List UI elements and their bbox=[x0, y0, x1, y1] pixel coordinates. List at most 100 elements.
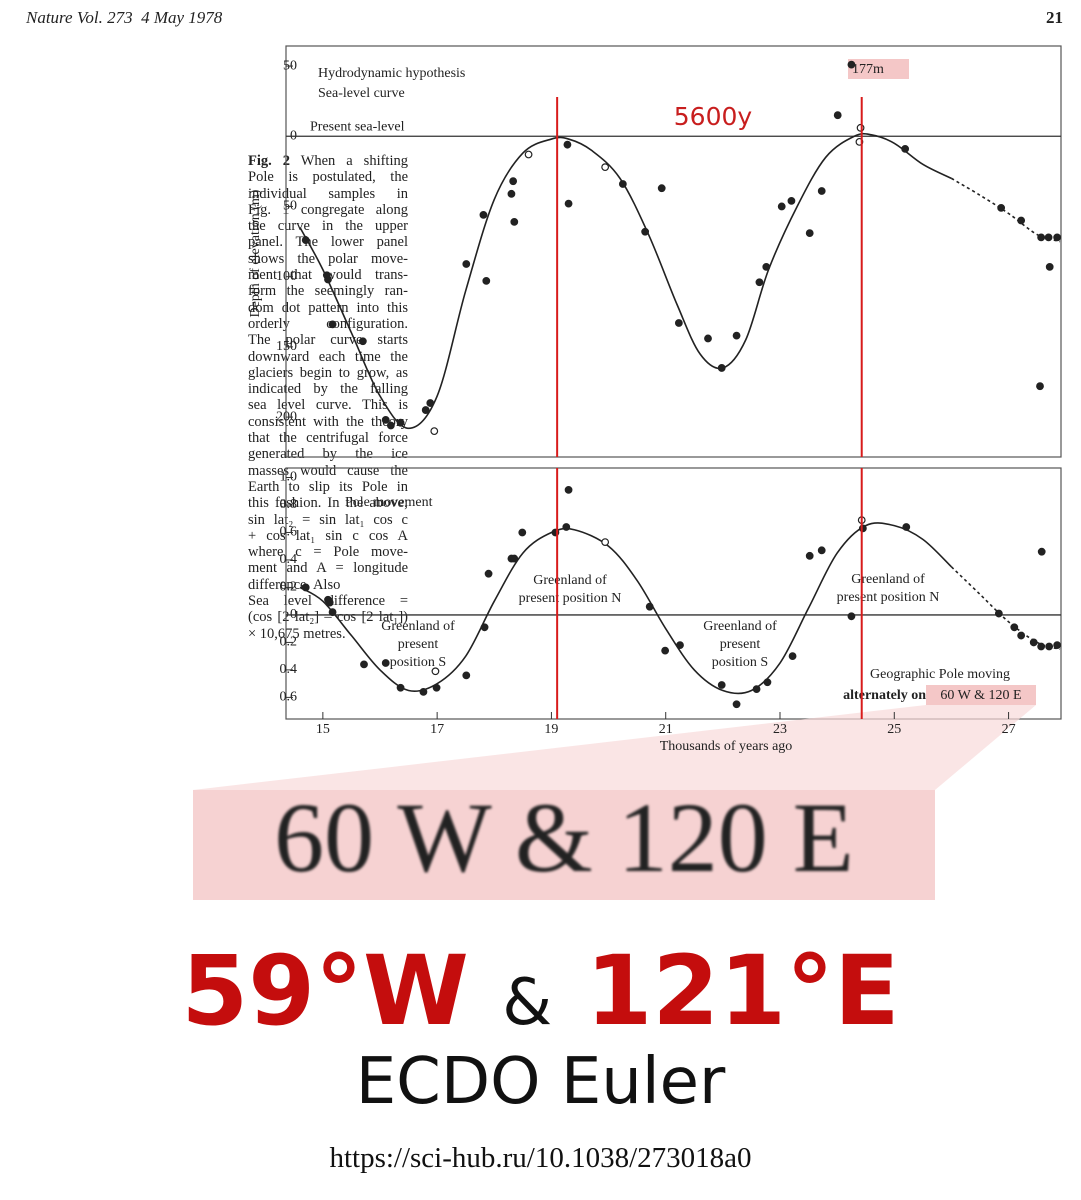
caption-line: masses would cause the bbox=[248, 462, 408, 479]
data-point bbox=[704, 334, 712, 343]
x-tick-label: 27 bbox=[1002, 722, 1016, 737]
zoom-connector bbox=[193, 705, 1036, 790]
annotation: Greenland of present position N bbox=[519, 573, 622, 606]
data-point bbox=[847, 60, 856, 69]
data-point bbox=[994, 609, 1003, 618]
caption-text: When a shifting bbox=[300, 153, 408, 169]
caption-line: downward each time the bbox=[248, 348, 408, 365]
curve bbox=[950, 566, 1061, 651]
data-point bbox=[524, 150, 533, 159]
caption-label: Fig. 2 bbox=[248, 153, 290, 169]
data-point bbox=[674, 319, 683, 327]
annotation: 60 W & 120 E bbox=[940, 688, 1021, 703]
panel-title: Pole movement bbox=[345, 495, 433, 510]
data-point bbox=[1045, 642, 1054, 651]
data-point bbox=[482, 276, 491, 285]
data-point bbox=[510, 218, 519, 226]
caption-line: × 10,675 metres. bbox=[248, 625, 346, 642]
annotation: 177m bbox=[852, 62, 884, 77]
data-point bbox=[484, 569, 493, 578]
data-point bbox=[381, 415, 390, 424]
data-point bbox=[396, 418, 405, 427]
panel-frame bbox=[285, 467, 1062, 720]
data-point bbox=[856, 123, 865, 132]
data-point bbox=[386, 421, 395, 430]
data-point bbox=[676, 641, 684, 650]
caption-line: glaciers begin to grow, as bbox=[248, 364, 408, 381]
caption-line: this fashion. In the above; bbox=[248, 495, 408, 512]
data-point bbox=[1053, 641, 1062, 650]
data-point bbox=[901, 144, 910, 153]
caption-line: Fig. 1 congregate along bbox=[248, 201, 408, 218]
data-point bbox=[358, 337, 367, 346]
data-point bbox=[564, 485, 573, 494]
data-point bbox=[788, 652, 797, 661]
caption-line: shows the polar move- bbox=[248, 250, 408, 267]
caption-line: The polar curve starts bbox=[248, 332, 408, 349]
data-point bbox=[661, 646, 670, 655]
data-point bbox=[1044, 233, 1053, 242]
data-point bbox=[479, 210, 488, 219]
panel-subtitle: Sea-level curve bbox=[318, 86, 405, 101]
data-point bbox=[360, 660, 368, 669]
data-point bbox=[601, 538, 610, 546]
data-point bbox=[509, 177, 518, 186]
journal-line: Nature Vol. 273 4 May 1978 bbox=[26, 8, 223, 27]
caption-line: generated by the ice bbox=[248, 446, 408, 463]
caption-line: + cos lat₁ sin c cos A bbox=[248, 527, 408, 544]
x-axis-label: Thousands of years ago bbox=[660, 739, 793, 754]
panel-frame bbox=[285, 45, 1062, 458]
caption-line: sea level curve. This is bbox=[248, 397, 408, 414]
data-point bbox=[507, 189, 516, 198]
figure-caption: Fig. 2 When a shifting Pole is postulated… bbox=[248, 153, 408, 642]
data-point bbox=[817, 546, 826, 555]
data-point bbox=[902, 523, 911, 531]
annotation: Geographic Pole moving bbox=[870, 667, 1010, 682]
data-point bbox=[645, 602, 654, 611]
caption-line: sin lat₂ = sin lat₁ cos c bbox=[248, 511, 408, 528]
data-point bbox=[1017, 631, 1026, 640]
data-point bbox=[325, 598, 334, 607]
data-point bbox=[858, 524, 867, 533]
x-tick-label: 17 bbox=[430, 722, 444, 737]
data-point bbox=[997, 203, 1006, 212]
data-point bbox=[1037, 547, 1046, 556]
headline-east: 121°E bbox=[585, 935, 900, 1047]
annotation: Greenland of present position S bbox=[381, 619, 455, 670]
headline-and: & bbox=[502, 966, 553, 1040]
caption-line: (cos [2 lat₂] – cos [2 lat₁]) bbox=[248, 609, 408, 626]
caption-line: Fig. 2 When a shifting bbox=[248, 153, 408, 169]
data-point bbox=[1017, 216, 1026, 225]
zoom-label: 60 W & 120 E bbox=[274, 782, 854, 893]
data-point bbox=[381, 659, 390, 667]
data-point bbox=[787, 196, 796, 205]
data-point bbox=[1010, 623, 1019, 632]
data-point bbox=[462, 671, 471, 680]
data-point bbox=[301, 236, 310, 245]
data-point bbox=[1053, 233, 1062, 242]
data-point bbox=[717, 681, 726, 689]
data-point bbox=[762, 262, 771, 271]
data-point bbox=[480, 623, 489, 632]
data-point bbox=[564, 199, 573, 208]
caption-line: where c = Pole move- bbox=[248, 544, 408, 561]
headline-west: 59°W bbox=[181, 935, 469, 1047]
caption-line: the curve in the upper bbox=[248, 218, 408, 235]
caption-line: form the seemingly ran- bbox=[248, 283, 408, 300]
x-tick-label: 23 bbox=[773, 722, 787, 737]
highlight bbox=[848, 59, 909, 79]
caption-line: panel. The lower panel bbox=[248, 234, 408, 251]
annotation: alternately on bbox=[843, 688, 926, 703]
x-tick-label: 19 bbox=[544, 722, 558, 737]
data-point bbox=[657, 184, 666, 193]
caption-line: indicated by the falling bbox=[248, 381, 408, 398]
caption-line: consistent with the theory bbox=[248, 413, 408, 430]
data-point bbox=[601, 163, 610, 172]
caption-line: Earth to slip its Pole in bbox=[248, 478, 408, 495]
data-point bbox=[755, 278, 764, 287]
data-point bbox=[777, 202, 786, 211]
data-point bbox=[1036, 382, 1044, 391]
x-tick-label: 25 bbox=[887, 722, 901, 737]
data-point bbox=[641, 227, 650, 236]
data-point bbox=[1029, 638, 1038, 647]
